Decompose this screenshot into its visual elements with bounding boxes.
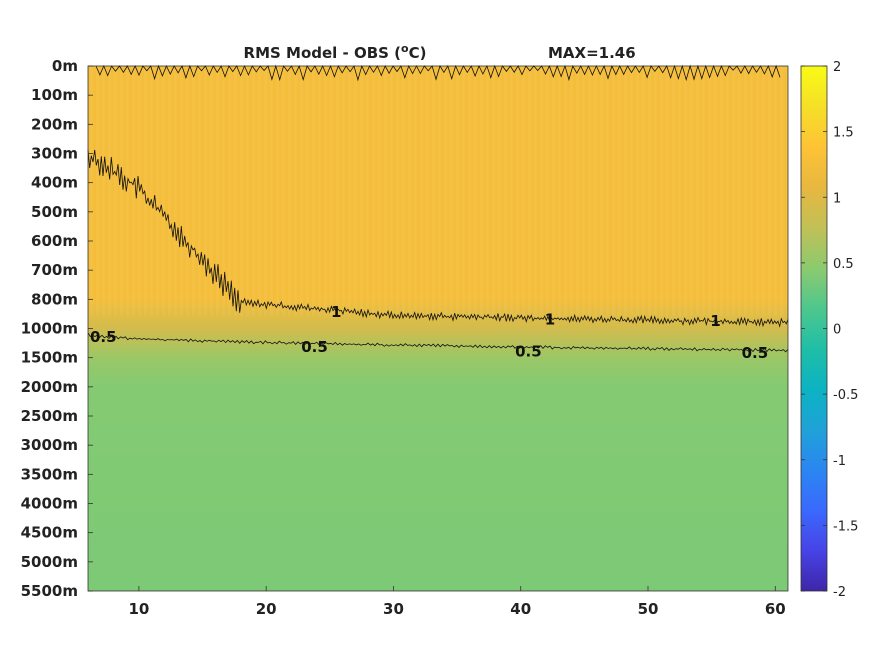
colorbar-tick-label: 0.5 bbox=[833, 257, 854, 272]
x-tick-label: 50 bbox=[638, 600, 659, 618]
contour-line-1 bbox=[87, 149, 789, 328]
colorbar-ticks: 2 1.5 1 0.5 0 -0.5 -1 -1.5 -2 bbox=[801, 60, 858, 600]
contour-lines bbox=[87, 64, 789, 353]
contour-label: 0.5 bbox=[742, 344, 769, 362]
x-axis: 10 20 30 40 50 60 bbox=[128, 586, 786, 618]
y-tick-label: 5000m bbox=[21, 553, 78, 571]
y-tick-label: 100m bbox=[31, 86, 78, 104]
x-tick-label: 10 bbox=[128, 600, 149, 618]
y-tick-label: 2000m bbox=[21, 378, 78, 396]
y-tick-label: 300m bbox=[31, 145, 78, 163]
colorbar-tick-label: 0 bbox=[833, 323, 841, 338]
contour-label: 1 bbox=[710, 312, 720, 330]
colorbar-tick-label: 1.5 bbox=[833, 126, 854, 141]
chart-title: RMS Model - OBS (oC) bbox=[244, 42, 427, 62]
y-tick-label: 3500m bbox=[21, 465, 78, 483]
y-tick-label: 1000m bbox=[21, 320, 78, 338]
y-tick-label: 4500m bbox=[21, 524, 78, 542]
contour-label: 0.5 bbox=[515, 342, 542, 360]
y-tick-label: 5500m bbox=[21, 582, 78, 600]
x-tick-label: 30 bbox=[383, 600, 404, 618]
colorbar-tick-label: 1 bbox=[833, 191, 841, 206]
x-tick-label: 40 bbox=[510, 600, 531, 618]
heatmap-texture bbox=[88, 66, 788, 316]
contour-label: 1 bbox=[331, 303, 341, 321]
contour-label: 1 bbox=[545, 310, 555, 328]
contour-line-1-surface bbox=[95, 64, 781, 82]
contour-label: 0.5 bbox=[301, 338, 328, 356]
y-tick-label: 700m bbox=[31, 261, 78, 279]
y-tick-label: 0m bbox=[52, 57, 78, 75]
max-label: MAX=1.46 bbox=[548, 44, 636, 62]
y-tick-label: 2500m bbox=[21, 407, 78, 425]
y-tick-label: 1500m bbox=[21, 349, 78, 367]
y-axis: 0m 100m 200m 300m 400m 500m 600m 700m 800m 1000m 1… bbox=[21, 57, 93, 600]
y-tick-label: 600m bbox=[31, 232, 78, 250]
contour-labels: 1 1 10.50.5 0.5 0.5 bbox=[90, 303, 769, 362]
y-tick-label: 800m bbox=[31, 290, 78, 308]
colorbar: 2 1.5 1 0.5 0 -0.5 -1 -1.5 -2 bbox=[800, 60, 858, 600]
colorbar-tick-label: -1 bbox=[833, 454, 846, 469]
x-tick-label: 60 bbox=[765, 600, 786, 618]
colorbar-tick-label: -2 bbox=[833, 585, 846, 600]
y-tick-label: 500m bbox=[31, 203, 78, 221]
x-tick-label: 20 bbox=[256, 600, 277, 618]
colorbar-tick-label: -1.5 bbox=[833, 519, 858, 534]
contour-line-0.5 bbox=[87, 332, 789, 353]
y-tick-label: 200m bbox=[31, 115, 78, 133]
y-tick-label: 400m bbox=[31, 174, 78, 192]
contour-label: 0.5 bbox=[90, 328, 117, 346]
y-tick-label: 3000m bbox=[21, 436, 78, 454]
plot-area: 1 1 10.50.5 0.5 0.5 bbox=[87, 64, 789, 592]
colorbar-gradient bbox=[800, 65, 828, 592]
colorbar-tick-label: 2 bbox=[833, 60, 841, 75]
y-tick-label: 4000m bbox=[21, 495, 78, 513]
colorbar-tick-label: -0.5 bbox=[833, 388, 858, 403]
